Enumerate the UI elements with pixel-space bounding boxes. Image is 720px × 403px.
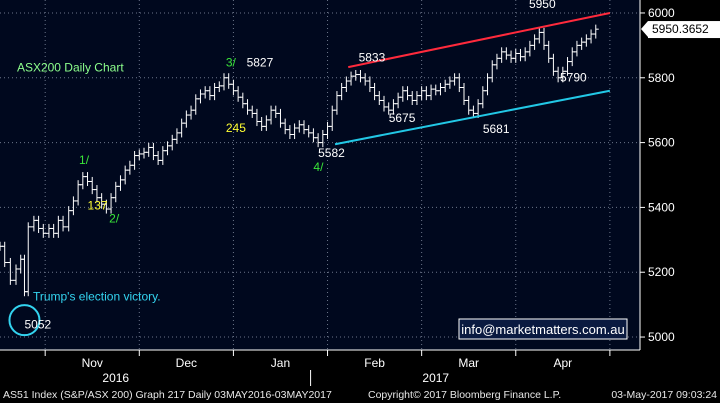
annotations: ASX200 Daily Chart Trump's election victo… [8, 0, 587, 337]
annotation-label: 5675 [389, 111, 416, 125]
election-marker-circle [8, 304, 41, 337]
footer-left: AS51 Index (S&P/ASX 200) Graph 217 Daily… [3, 389, 332, 401]
annotation-label: 1/ [79, 153, 90, 167]
y-tick-label: 5400 [648, 200, 675, 214]
annotation-label: 5681 [483, 122, 510, 136]
watermark[interactable]: info@marketmatters.com.au [458, 318, 628, 340]
last-price-box [648, 21, 720, 39]
support-trendline [334, 89, 611, 146]
x-axis-band [0, 350, 720, 386]
x-month-label: Apr [553, 356, 572, 370]
footer-bar [0, 386, 720, 403]
annotation-label: 5790 [560, 71, 587, 85]
annotation-label: 5582 [318, 146, 345, 160]
x-month-label: Mar [458, 356, 479, 370]
last-price-pointer [641, 21, 648, 38]
y-tick-label: 5000 [648, 330, 675, 344]
x-month-label: Jan [271, 356, 290, 370]
x-month-label: Nov [82, 356, 103, 370]
y-tick-label: 5800 [648, 71, 675, 85]
y-axis-band [640, 0, 720, 386]
annotation-label: 137 [88, 199, 108, 213]
watermark-link[interactable]: info@marketmatters.com.au [461, 322, 624, 337]
annotation-label: 5950 [529, 0, 556, 11]
plot-background [0, 0, 640, 350]
x-month-label: Feb [364, 356, 385, 370]
last-price-label: 5950.3652 [652, 22, 709, 36]
footer-center: Copyright© 2017 Bloomberg Finance L.P. [368, 389, 561, 401]
annotation-label: ASX200 Daily Chart [17, 61, 124, 75]
footer-right: 03-May-2017 09:03:24 [611, 389, 717, 401]
x-axis: Nov Dec Jan Feb Mar Apr 2016 2017 [44, 350, 611, 386]
annotation-label: 5833 [359, 50, 386, 64]
watermark-box [458, 318, 628, 340]
y-tick-label: 6000 [648, 6, 675, 20]
resistance-trendline [348, 11, 611, 69]
annotation-label: 3/ [226, 55, 237, 69]
annotation-label: 5827 [247, 55, 274, 69]
y-tick-label: 5200 [648, 265, 675, 279]
annotation-label: 2/ [109, 212, 120, 226]
trendlines [334, 11, 611, 146]
x-month-label: Dec [176, 356, 197, 370]
price-bars [0, 24, 599, 297]
x-year-label: 2017 [422, 371, 449, 385]
annotation-label: 245 [226, 121, 246, 135]
last-price-tag: 5950.3652 [641, 21, 720, 39]
annotation-label: 4/ [313, 160, 324, 174]
y-tick-label: 5600 [648, 136, 675, 150]
x-year-label: 2016 [102, 371, 129, 385]
annotation-label: Trump's election victory. [33, 289, 161, 303]
annotation-label: 5052 [24, 317, 51, 331]
y-axis: 5000 5200 5400 5600 5800 6000 [640, 6, 675, 344]
